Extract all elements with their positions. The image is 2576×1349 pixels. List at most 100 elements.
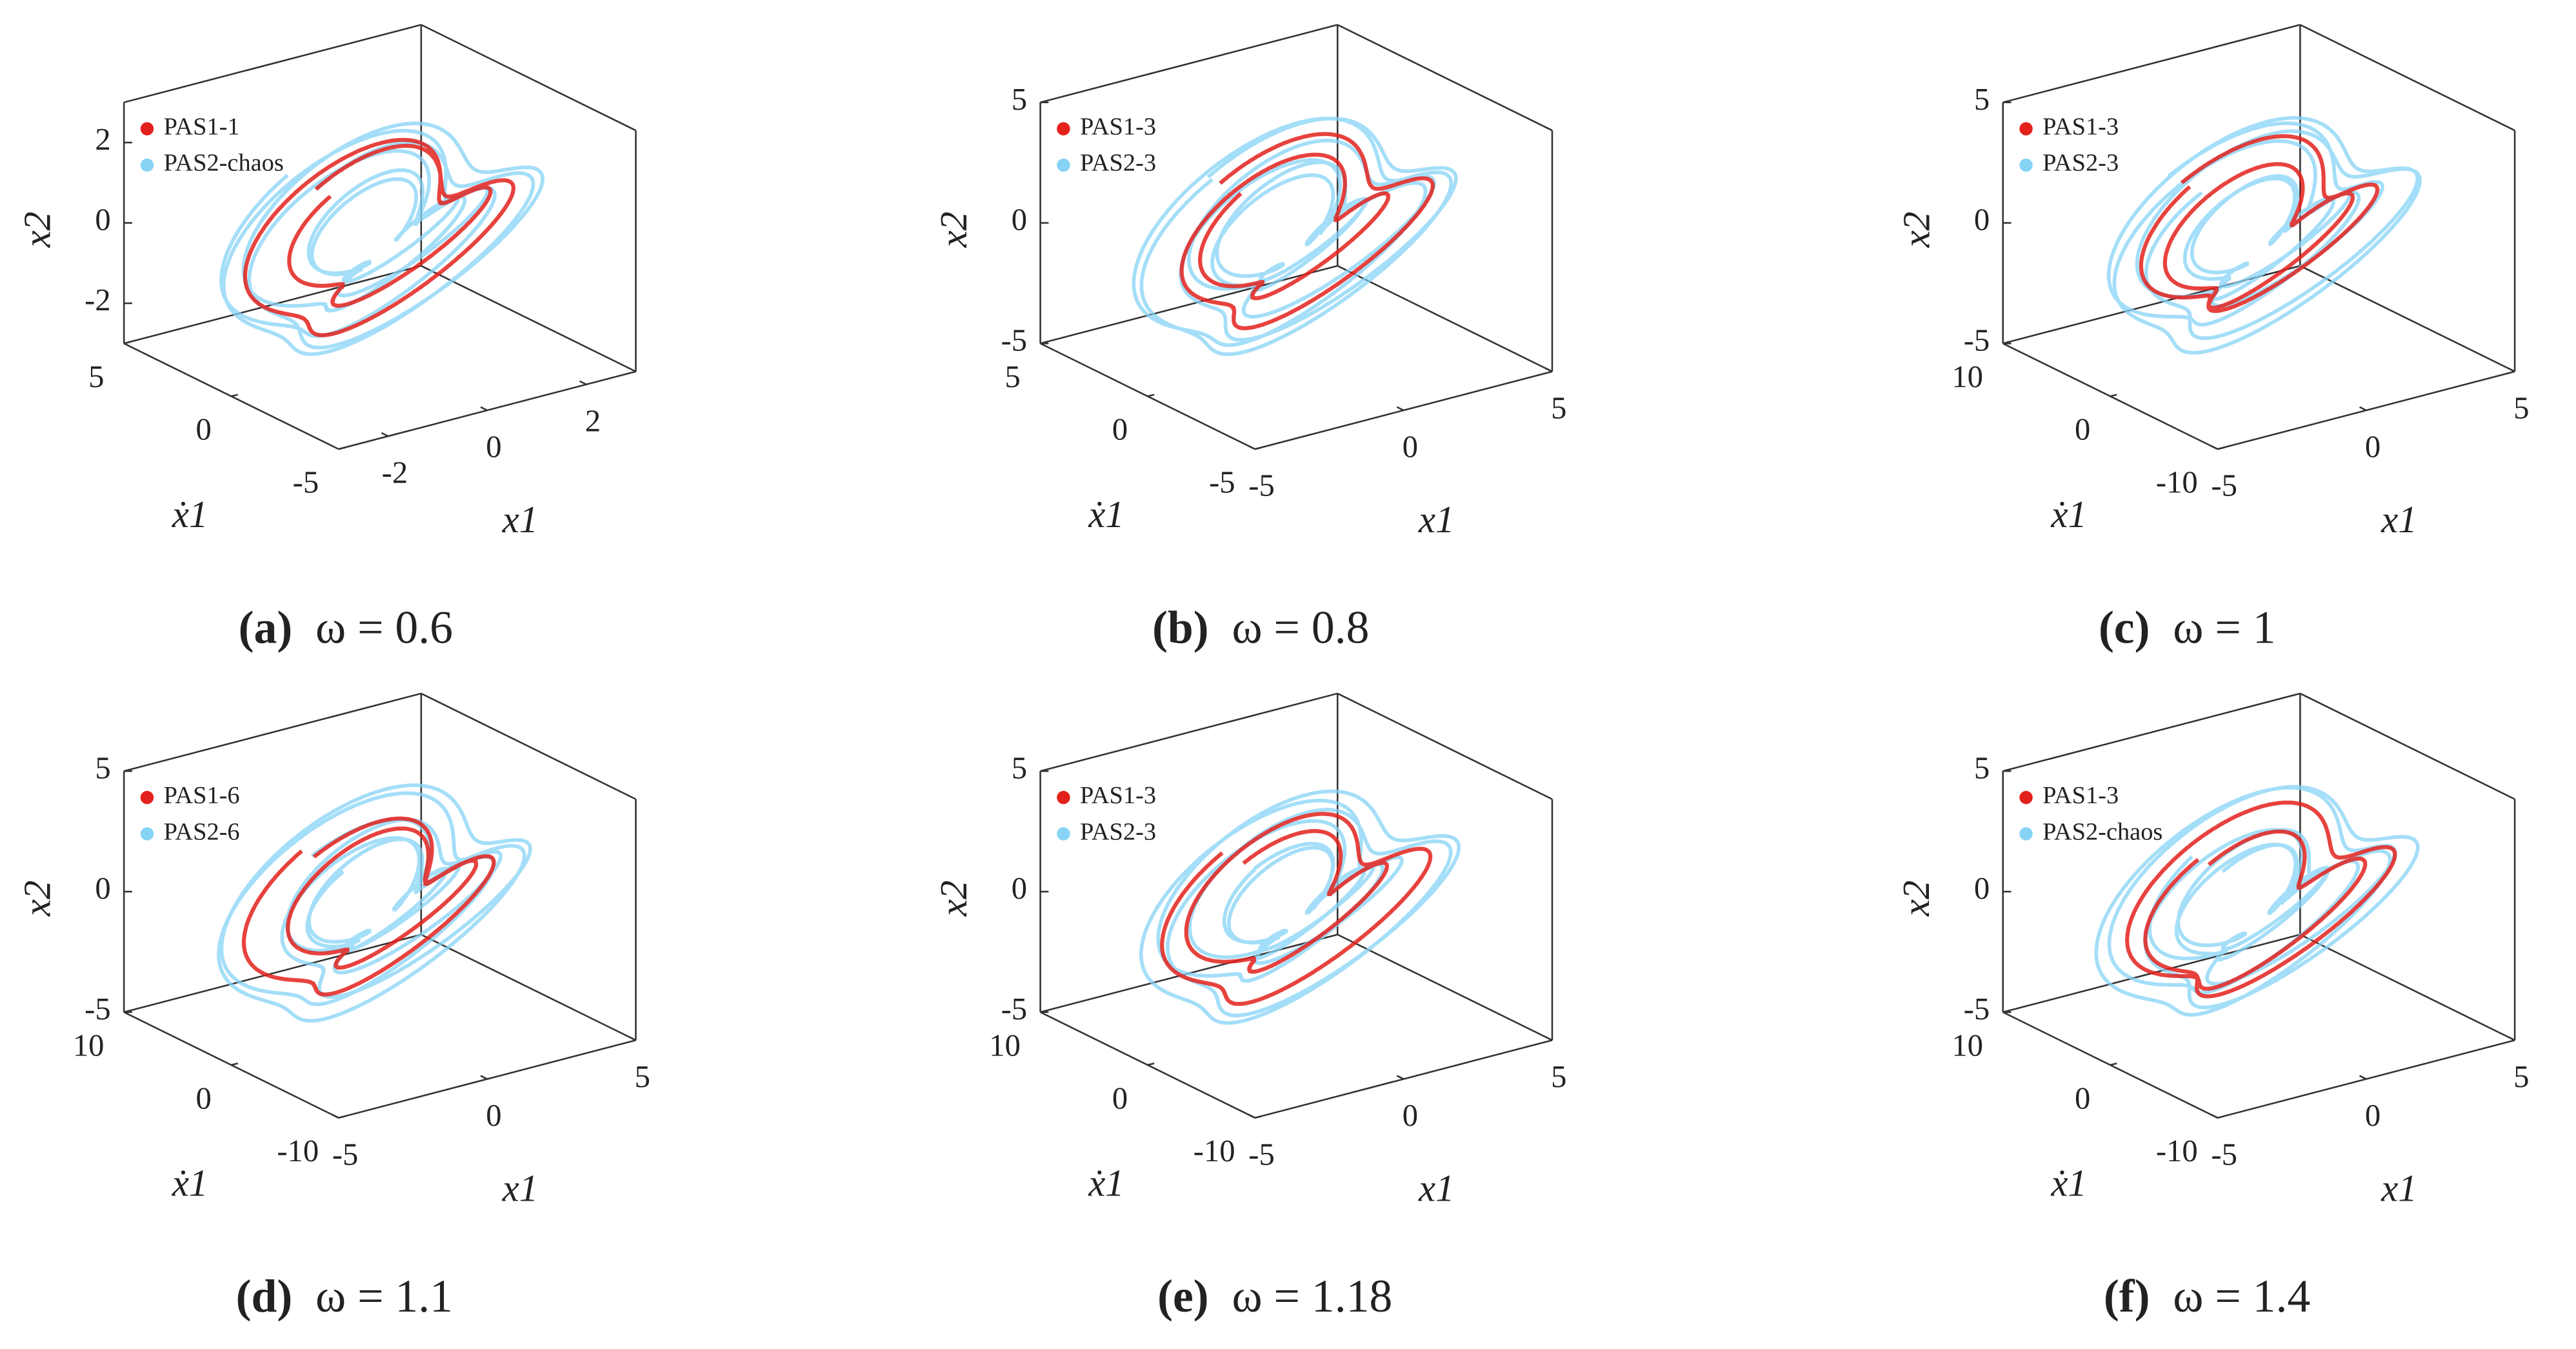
box-edge — [2299, 692, 2515, 800]
y-axis-label: ẋ1 — [1088, 494, 1124, 535]
trajectory — [217, 783, 532, 1023]
x-tick-label: -5 — [2211, 1137, 2237, 1172]
trajectory — [1179, 132, 1435, 330]
box-edge — [2299, 265, 2515, 373]
y-tick — [1147, 394, 1155, 397]
x-axis-label: x1 — [2381, 1167, 2417, 1209]
y-axis-label: ẋ1 — [2050, 494, 2087, 535]
legend-label: PAS2-3 — [2042, 150, 2119, 177]
legend-marker — [140, 827, 154, 841]
z-axis-label: x2 — [17, 881, 59, 917]
legend-marker — [1057, 158, 1070, 172]
caption-label: (a) — [239, 602, 293, 654]
z-axis-label: x2 — [1895, 881, 1937, 917]
caption-label: (f) — [2104, 1270, 2150, 1322]
trajectory — [241, 816, 496, 997]
y-tick — [2217, 1115, 2224, 1119]
y-axis-label: ẋ1 — [172, 1163, 208, 1204]
y-tick — [123, 1010, 131, 1014]
trajectory — [2106, 115, 2422, 355]
y-tick-label: -10 — [277, 1134, 319, 1168]
legend-marker — [140, 158, 154, 172]
x-tick-label: -5 — [1248, 468, 1275, 503]
x-tick — [480, 1075, 488, 1080]
box-edge — [1040, 265, 1338, 345]
x-tick-label: -5 — [332, 1137, 359, 1172]
x-tick-label: -5 — [2211, 468, 2237, 503]
x-tick — [2508, 1036, 2515, 1041]
box-edge — [421, 265, 637, 373]
box-edge — [1337, 24, 1553, 132]
x-tick-label: 0 — [2365, 430, 2381, 465]
x-tick — [579, 380, 587, 386]
box-edge — [1337, 934, 1553, 1041]
trajectory — [1139, 789, 1461, 1025]
caption: ω = 1 — [2173, 602, 2275, 654]
legend-label: PAS2-chaos — [164, 150, 284, 177]
legend-marker — [140, 790, 154, 804]
box-edge — [1337, 692, 1553, 800]
x-tick — [2210, 445, 2218, 450]
trajectory — [1160, 812, 1433, 1006]
legend-marker — [2019, 122, 2033, 135]
box-edge — [421, 934, 637, 1041]
x-tick-label: 2 — [585, 403, 601, 438]
legend-label: PAS1-1 — [164, 113, 240, 140]
axis-line — [123, 1011, 339, 1119]
z-tick-label: 5 — [1974, 82, 1990, 117]
z-tick-label: 0 — [1974, 871, 1990, 906]
legend-label: PAS2-6 — [164, 818, 240, 845]
x-tick — [480, 406, 488, 412]
y-tick-label: 10 — [73, 1028, 105, 1063]
box-edge — [123, 24, 422, 103]
y-tick-label: -10 — [2156, 465, 2198, 500]
x-tick — [2210, 1114, 2218, 1119]
box-edge — [2299, 934, 2515, 1041]
y-tick-label: 0 — [2075, 412, 2090, 447]
legend-label: PAS2-3 — [1080, 818, 1156, 845]
z-tick-label: -5 — [1964, 323, 1990, 358]
y-axis-label: ẋ1 — [1088, 1163, 1124, 1204]
box-edge — [1337, 265, 1553, 373]
x-tick-label: 0 — [486, 1098, 501, 1133]
box-edge — [123, 934, 422, 1014]
x-tick — [2359, 1075, 2367, 1080]
y-tick-label: -5 — [293, 465, 319, 500]
x-tick-label: -2 — [382, 455, 408, 490]
x-axis-label: x1 — [502, 1167, 539, 1209]
legend-marker — [2019, 158, 2033, 172]
legend-label: PAS1-3 — [2042, 782, 2119, 809]
y-tick — [2110, 1062, 2117, 1066]
y-tick — [338, 446, 346, 450]
y-tick-label: 5 — [1005, 359, 1021, 394]
y-tick-label: 0 — [2075, 1081, 2090, 1115]
trajectory — [2139, 134, 2380, 313]
z-tick-label: -2 — [85, 283, 111, 317]
x-tick — [2359, 406, 2367, 412]
caption: ω = 1.18 — [1232, 1270, 1392, 1322]
x-tick — [1545, 1036, 1553, 1041]
z-tick-label: 0 — [1974, 203, 1990, 237]
y-tick — [338, 1115, 346, 1119]
box-edge — [421, 24, 637, 132]
y-tick-label: 0 — [1112, 1081, 1128, 1115]
x-tick — [381, 432, 389, 437]
box-edge — [2002, 24, 2301, 103]
legend-marker — [1057, 122, 1070, 135]
z-tick-label: 5 — [1974, 750, 1990, 785]
y-tick-label: 0 — [195, 1081, 211, 1115]
y-tick — [231, 394, 239, 397]
x-axis-label: x1 — [1418, 499, 1455, 541]
y-tick — [1255, 446, 1262, 450]
legend-marker — [2019, 790, 2033, 804]
x-tick — [628, 1036, 637, 1041]
caption: ω = 0.8 — [1232, 602, 1369, 654]
legend-label: PAS1-3 — [1080, 782, 1156, 809]
y-tick — [1040, 1010, 1048, 1014]
y-tick — [2002, 1010, 2010, 1014]
z-tick-label: 0 — [95, 871, 110, 906]
